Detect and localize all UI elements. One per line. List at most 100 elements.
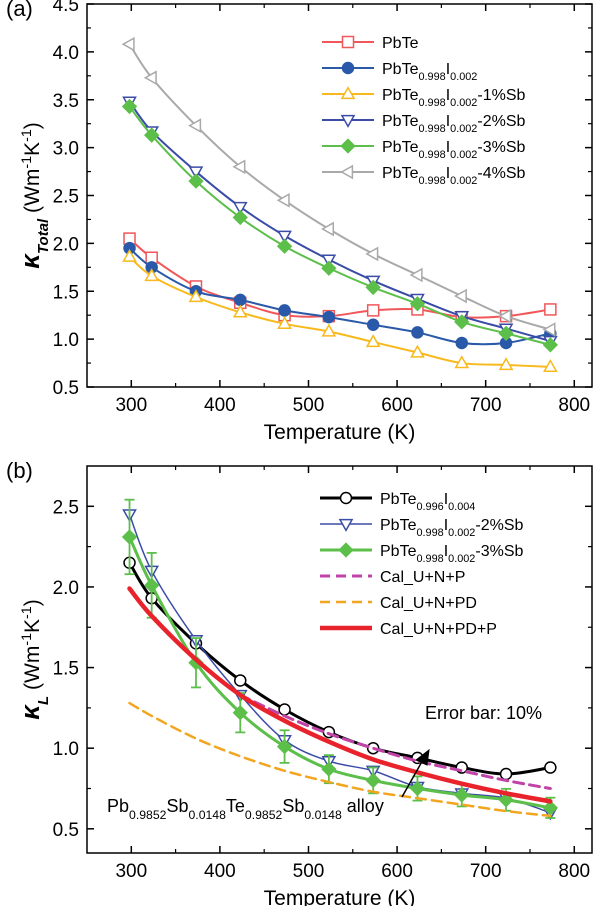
panel-a-legend-label: PbTe0.998I0.002-4%Sb — [382, 165, 525, 187]
panel-a-data-point — [321, 260, 337, 276]
panel-a-data-point — [232, 209, 248, 226]
alloy-arrow-head — [415, 748, 430, 766]
panel-a-data-point — [542, 337, 559, 353]
panel-a-data-point — [542, 322, 556, 337]
panel-a-y-tick-label: 4.0 — [53, 43, 79, 64]
panel-a-data-point — [234, 293, 247, 307]
panel-b-chart: 300 400 500 600 700 800 0.5 1.0 1.5 2.0 2.5 Tempera… — [6, 458, 593, 906]
panel-a-data-point — [411, 326, 424, 339]
panel-b-y-tick-label: 2.5 — [53, 497, 79, 518]
panel-a-series-line — [128, 100, 552, 343]
panel-b-data-point — [498, 792, 514, 808]
panel-a-data-point — [188, 173, 204, 189]
alloy-arrow-line — [401, 757, 425, 798]
panel-b-x-tick-label: 400 — [204, 861, 236, 882]
panel-a-data-point — [188, 166, 204, 180]
panel-b-legend-marker — [338, 542, 354, 558]
panel-b-plot-frame — [86, 465, 593, 854]
panel-b-series-line — [128, 701, 552, 818]
panel-b-x-tick-label: 800 — [558, 861, 590, 882]
panel-a-data-point — [365, 246, 379, 262]
panel-b-data-point — [321, 761, 337, 777]
panel-a-legend-marker — [340, 114, 356, 128]
panel-a-data-point — [277, 315, 292, 329]
panel-a-legend-label: PbTe — [382, 35, 419, 52]
panel-b-legend-label: Cal_U+N+PD — [380, 595, 477, 612]
panel-b-data-point — [234, 674, 247, 687]
panel-a-data-point — [321, 221, 335, 237]
panel-a-data-point — [232, 201, 248, 215]
panel-a-legend-label: PbTe0.998I0.002-3%Sb — [382, 139, 525, 161]
panel-a-panel-label: (a) — [6, 0, 33, 21]
panel-a-y-tick-label: 1.5 — [53, 282, 79, 303]
panel-a-data-point — [321, 323, 337, 337]
panel-a-legend-marker — [341, 61, 355, 75]
panel-b-legend-label: Cal_U+N+PD+P — [380, 621, 497, 638]
panel-a-y-tick-label: 2.5 — [53, 187, 79, 208]
panel-a-series-line — [128, 237, 552, 319]
panel-a-data-point — [121, 36, 135, 52]
panel-a-series-4 — [121, 98, 559, 353]
panel-a-data-point — [455, 336, 469, 350]
panel-a-data-point — [365, 334, 381, 348]
panel-b-legend-label: PbTe0.996I0.004 — [380, 491, 475, 513]
panel-a-data-point — [276, 192, 290, 208]
panel-b-data-point — [454, 787, 470, 803]
panel-a-data-point — [453, 288, 467, 304]
panel-b-series-line — [238, 693, 552, 790]
panel-a-data-point — [122, 248, 137, 262]
panel-b-legend-label: PbTe0.998I0.002-2%Sb — [380, 517, 523, 539]
panel-b-data-point — [499, 767, 513, 781]
panel-a-data-point — [366, 318, 380, 332]
panel-b-series-3 — [238, 693, 552, 790]
panel-b-x-tick-label: 300 — [115, 861, 147, 882]
panel-a-data-point — [366, 304, 380, 317]
panel-a-series-2 — [122, 248, 558, 373]
panel-a-y-tick-label: 4.5 — [53, 0, 79, 16]
panel-a-legend-marker — [340, 86, 356, 100]
panel-b-data-point — [278, 703, 291, 716]
panel-a-data-point — [322, 310, 336, 324]
panel-b-x-tick-label: 700 — [470, 861, 502, 882]
panel-a-data-point — [409, 296, 426, 312]
panel-b-x-tick-label: 600 — [381, 861, 413, 882]
panel-a-data-point — [232, 304, 248, 318]
panel-a-data-point — [278, 304, 291, 317]
panel-a-data-point — [454, 355, 470, 369]
panel-b-data-point — [121, 529, 138, 545]
panel-a-plot-frame — [86, 3, 593, 388]
panel-a-x-axis-title: Temperature (K) — [264, 421, 416, 444]
panel-a-data-point — [498, 357, 514, 371]
panel-b-data-point — [544, 761, 557, 774]
panel-a-data-point — [144, 268, 160, 282]
panel-a-legend-label: PbTe0.998I0.002 — [382, 61, 477, 83]
panel-a-data-point — [232, 159, 246, 175]
panel-a-series-1 — [123, 241, 557, 350]
panel-b-series-5 — [127, 586, 553, 804]
panel-a-data-point — [498, 308, 512, 324]
panel-a-series-5 — [121, 36, 556, 337]
panel-b-data-point — [276, 738, 293, 755]
panel-a-legend-label: PbTe0.998I0.002-1%Sb — [382, 87, 525, 109]
panel-b-legend-marker — [338, 518, 354, 532]
panel-b-legend-label: Cal_U+N+P — [380, 569, 465, 586]
panel-a-x-tick-label: 500 — [293, 395, 325, 416]
panel-a-data-point — [144, 127, 160, 143]
panel-a-y-tick-label: 1.0 — [53, 330, 79, 351]
panel-b-x-tick-label: 500 — [293, 861, 325, 882]
panel-a-x-tick-label: 800 — [558, 395, 590, 416]
alloy-label: Pb0.9852Sb0.0148Te0.9852Sb0.0148 alloy — [107, 796, 384, 822]
panel-a-y-tick-label: 0.5 — [53, 378, 79, 399]
panel-a-data-point — [454, 314, 470, 330]
panel-a-x-tick-label: 400 — [204, 395, 236, 416]
panel-a-data-point — [188, 289, 204, 303]
panel-b-series-line — [127, 586, 553, 804]
panel-b-series-line — [128, 535, 552, 810]
panel-b-y-axis-title: κL (Wm-1K-1) — [15, 599, 52, 719]
panel-a-y-axis-title: κTotal (Wm-1K-1) — [15, 122, 52, 269]
panel-b-y-tick-label: 0.5 — [53, 820, 79, 841]
panel-a-chart: 300 400 500 600 700 800 0.5 1.0 1.5 2.0 2.5 3.0 3.5 4… — [6, 0, 593, 444]
panel-a-data-point — [188, 118, 202, 133]
panel-b-y-tick-label: 1.0 — [53, 739, 79, 760]
